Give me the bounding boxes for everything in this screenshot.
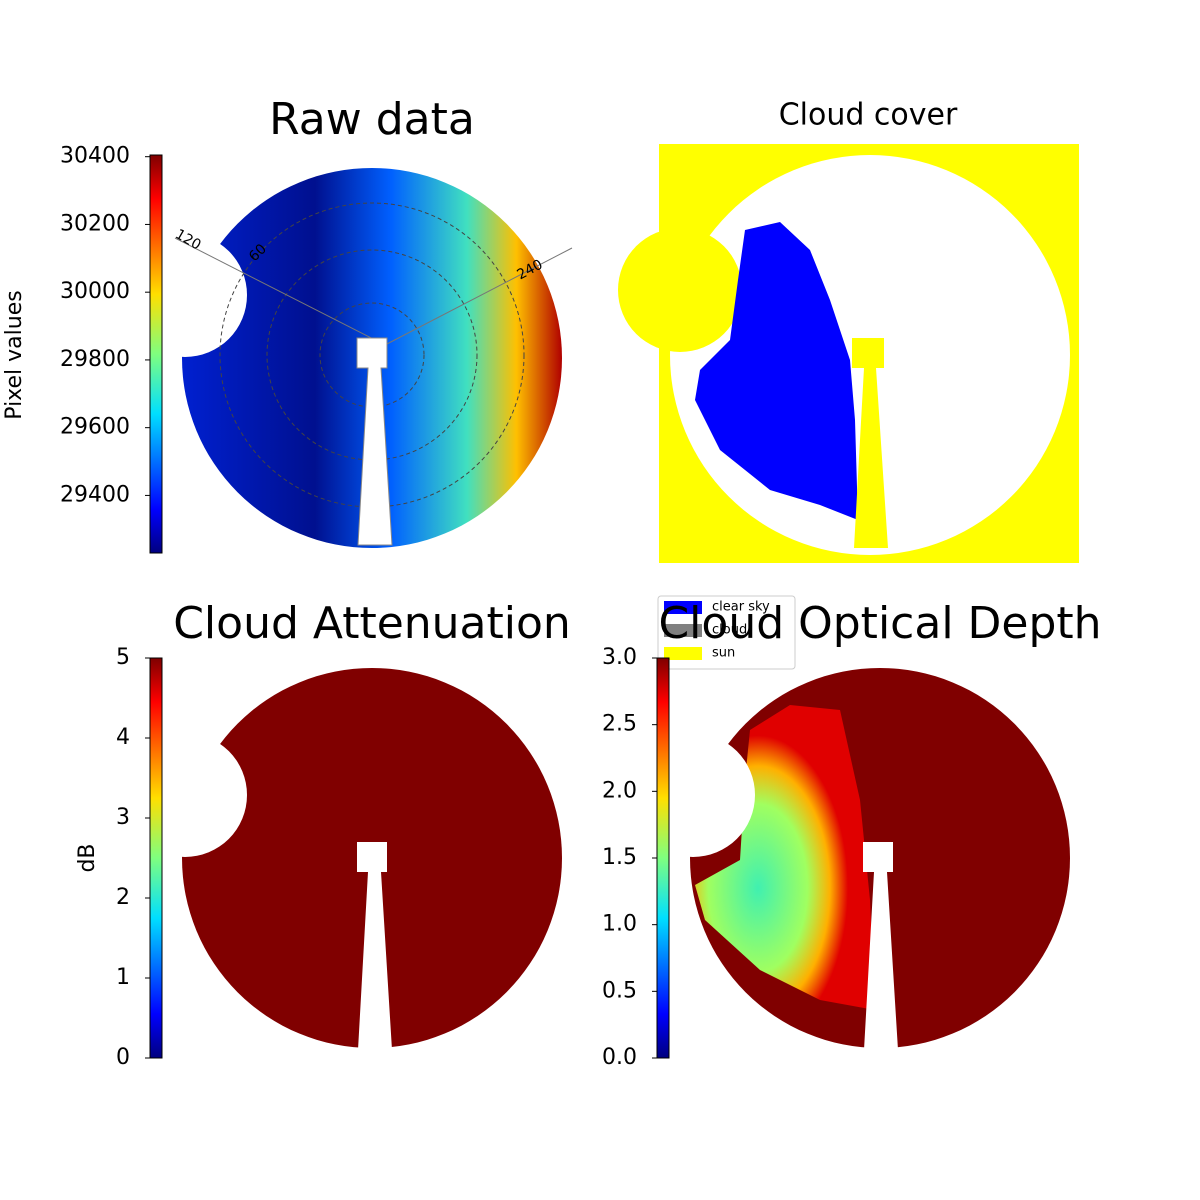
tick-label: 29800 — [60, 347, 130, 372]
colorbar-label: dB — [75, 843, 100, 872]
attenuation-image — [123, 668, 562, 1050]
legend-swatch — [664, 647, 702, 660]
legend-swatch — [664, 624, 702, 637]
tick-label: 1 — [116, 965, 130, 990]
optical-depth-image — [631, 668, 1070, 1050]
tick-label: 0.0 — [602, 1045, 637, 1070]
legend-label: cloud — [712, 623, 747, 638]
legend-label: sun — [712, 646, 735, 661]
tick-label: 2.5 — [602, 712, 637, 737]
legend-label: clear sky — [712, 600, 770, 615]
colorbar — [149, 154, 163, 554]
tick-label: 30400 — [60, 144, 130, 169]
tick-label: 4 — [116, 725, 130, 750]
legend-swatch — [664, 601, 702, 614]
colorbar — [149, 657, 163, 1059]
colorbar-label: Pixel values — [2, 290, 27, 419]
tick-label: 3 — [116, 805, 130, 830]
legend: clear sky cloud sun — [657, 595, 796, 670]
tick-label: 1.5 — [602, 845, 637, 870]
tick-label: 1.0 — [602, 912, 637, 937]
tick-label: 3.0 — [602, 645, 637, 670]
tick-label: 30000 — [60, 279, 130, 304]
tick-label: 2 — [116, 885, 130, 910]
panel-title: Raw data — [269, 94, 475, 145]
tick-label: 29400 — [60, 482, 130, 507]
colorbar — [656, 657, 670, 1059]
tick-label: 0 — [116, 1045, 130, 1070]
panel-title: Cloud Attenuation — [173, 598, 571, 649]
raw-image: 120 60 240 — [123, 168, 573, 548]
panel-title: Cloud cover — [779, 98, 958, 133]
tick-label: 0.5 — [602, 978, 637, 1003]
tick-label: 2.0 — [602, 778, 637, 803]
tick-label: 30200 — [60, 211, 130, 236]
cloud-cover-image — [618, 144, 1079, 563]
panel-title: Cloud Optical Depth — [658, 598, 1101, 649]
tick-label: 5 — [116, 645, 130, 670]
tick-label: 29600 — [60, 415, 130, 440]
